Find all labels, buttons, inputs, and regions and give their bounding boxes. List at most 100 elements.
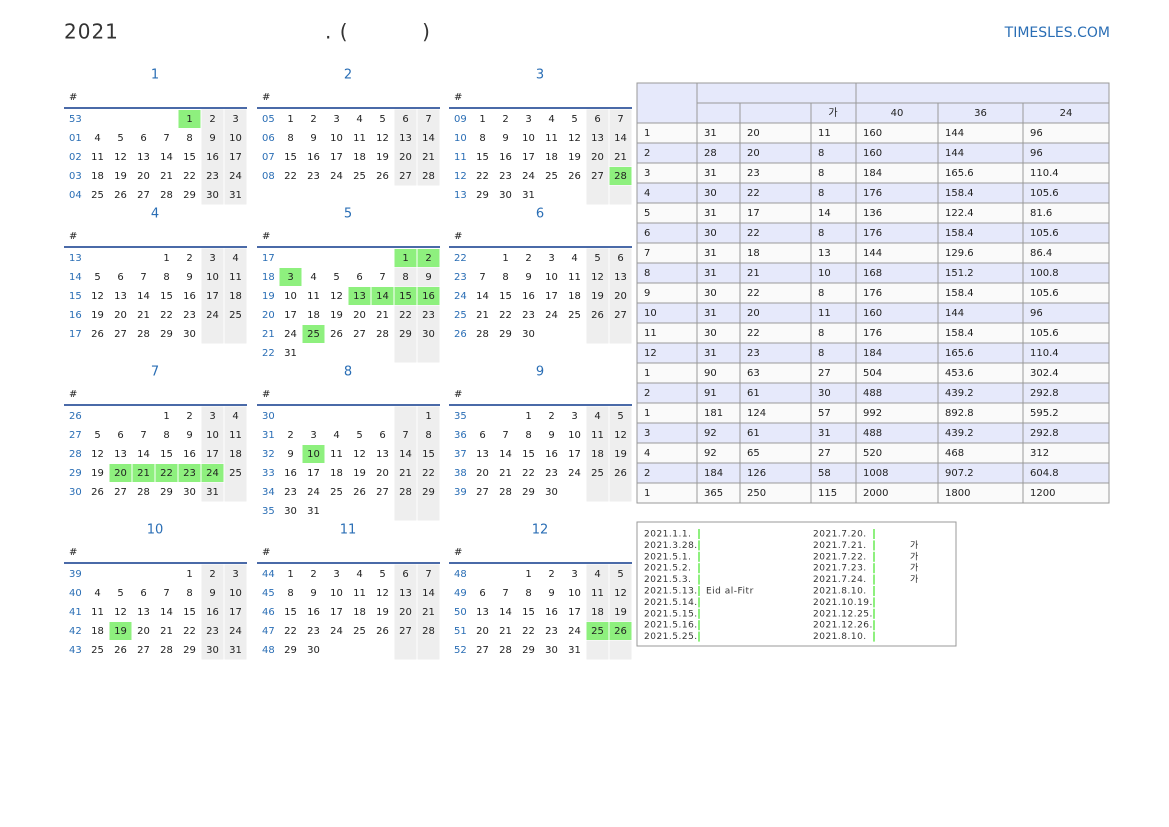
weekend-cell bbox=[586, 482, 609, 502]
table-cell: 151.2 bbox=[945, 268, 974, 279]
week-number: 03 bbox=[69, 171, 82, 182]
week-number: 43 bbox=[69, 645, 82, 656]
day: 28 bbox=[499, 487, 512, 498]
weekend-cell bbox=[417, 166, 440, 186]
day: 6 bbox=[594, 114, 600, 125]
day: 5 bbox=[594, 253, 600, 264]
day: 11 bbox=[229, 430, 242, 441]
week-number: 34 bbox=[262, 487, 275, 498]
holiday-marker bbox=[698, 574, 700, 585]
day: 11 bbox=[568, 272, 581, 283]
table-cell: 61 bbox=[747, 428, 760, 439]
week-number: 36 bbox=[454, 430, 467, 441]
subtitle: . ( ) bbox=[325, 20, 431, 44]
weekend-cell bbox=[224, 482, 247, 502]
day: 1 bbox=[186, 114, 192, 125]
holiday-marker bbox=[873, 586, 875, 596]
week-number: 51 bbox=[454, 626, 467, 637]
day: 20 bbox=[114, 468, 127, 479]
day: 9 bbox=[548, 588, 554, 599]
day: 22 bbox=[183, 626, 196, 637]
day: 10 bbox=[307, 449, 320, 460]
day: 28 bbox=[422, 626, 435, 637]
table-cell: 595.2 bbox=[1030, 408, 1059, 419]
day: 18 bbox=[91, 171, 104, 182]
table-cell: 176 bbox=[863, 188, 882, 199]
week-number: 29 bbox=[69, 468, 82, 479]
day: 16 bbox=[499, 152, 512, 163]
day: 24 bbox=[206, 468, 219, 479]
table-cell: 160 bbox=[863, 128, 882, 139]
table-cell: 158.4 bbox=[945, 188, 974, 199]
day: 24 bbox=[229, 626, 242, 637]
table-cell: 126 bbox=[747, 468, 766, 479]
week-header: # bbox=[262, 231, 270, 242]
week-number: 17 bbox=[69, 329, 82, 340]
day: 30 bbox=[284, 506, 297, 517]
day: 17 bbox=[568, 607, 581, 618]
table-cell: 992 bbox=[863, 408, 882, 419]
day: 11 bbox=[545, 133, 558, 144]
day: 3 bbox=[232, 114, 238, 125]
day: 7 bbox=[502, 430, 508, 441]
day: 8 bbox=[502, 272, 508, 283]
week-number: 16 bbox=[69, 310, 82, 321]
weekend-cell bbox=[586, 583, 609, 603]
day: 7 bbox=[163, 133, 169, 144]
table-cell: 57 bbox=[818, 408, 831, 419]
weekend-cell bbox=[224, 286, 247, 306]
week-header: # bbox=[454, 389, 462, 400]
holiday-cell bbox=[109, 622, 132, 640]
weekend-cell bbox=[609, 286, 632, 306]
week-number: 30 bbox=[69, 487, 82, 498]
day: 17 bbox=[229, 607, 242, 618]
table-cell: 144 bbox=[945, 128, 964, 139]
brand-link[interactable]: TIMESLES.COM bbox=[1004, 25, 1110, 41]
day: 8 bbox=[287, 588, 293, 599]
table-cell: 90 bbox=[704, 368, 717, 379]
weekend-cell bbox=[586, 128, 609, 148]
day: 2 bbox=[548, 569, 554, 580]
holiday-cell bbox=[302, 445, 325, 463]
table-cell: 165.6 bbox=[945, 168, 974, 179]
weekend-cell bbox=[417, 564, 440, 584]
table-cell: 115 bbox=[818, 488, 837, 499]
day: 10 bbox=[568, 430, 581, 441]
day: 2 bbox=[310, 569, 316, 580]
day: 5 bbox=[356, 430, 362, 441]
day: 15 bbox=[522, 607, 535, 618]
day: 18 bbox=[568, 291, 581, 302]
day: 7 bbox=[140, 430, 146, 441]
week-header: # bbox=[69, 231, 77, 242]
day: 5 bbox=[117, 588, 123, 599]
holiday-cell bbox=[109, 464, 132, 482]
table-cell: 30 bbox=[704, 228, 717, 239]
holiday-date: 2021.5.25. bbox=[644, 632, 698, 642]
day: 6 bbox=[402, 114, 408, 125]
day: 2 bbox=[525, 253, 531, 264]
day: 22 bbox=[476, 171, 489, 182]
table-cell: 31 bbox=[704, 248, 717, 259]
month-title: 7 bbox=[151, 365, 159, 380]
holiday-date: 2021.5.15. bbox=[644, 609, 698, 619]
day: 22 bbox=[160, 310, 173, 321]
weekend-cell bbox=[609, 267, 632, 287]
table-cell: 13 bbox=[818, 248, 831, 259]
weekend-cell bbox=[394, 444, 417, 464]
day: 25 bbox=[91, 645, 104, 656]
weekend-cell bbox=[201, 425, 224, 445]
day: 19 bbox=[91, 468, 104, 479]
day: 22 bbox=[183, 171, 196, 182]
day: 4 bbox=[356, 114, 362, 125]
table-cell: 184 bbox=[863, 348, 882, 359]
table-cell: 31 bbox=[704, 268, 717, 279]
day: 10 bbox=[229, 588, 242, 599]
table-cell: 2 bbox=[644, 148, 650, 159]
table-cell: 22 bbox=[747, 228, 760, 239]
day: 16 bbox=[206, 607, 219, 618]
week-number: 48 bbox=[454, 569, 467, 580]
day: 23 bbox=[522, 310, 535, 321]
day: 6 bbox=[402, 569, 408, 580]
week-number: 05 bbox=[262, 114, 275, 125]
day: 14 bbox=[499, 449, 512, 460]
